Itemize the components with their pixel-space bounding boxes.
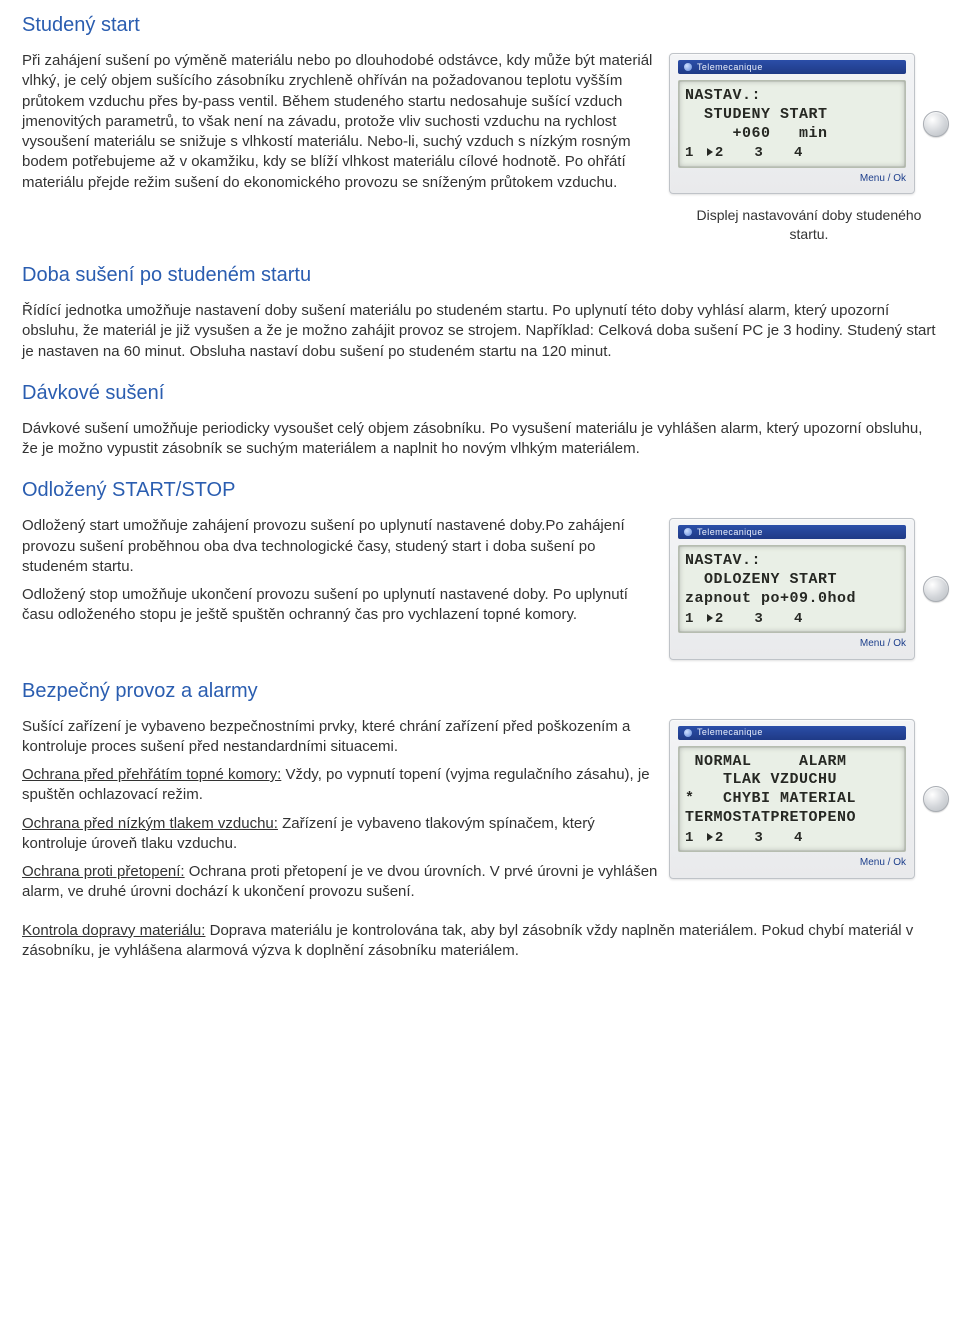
menu-ok-label: Menu / Ok (860, 172, 906, 186)
triangle-right-icon (707, 833, 713, 841)
menu-ok-label: Menu / Ok (860, 856, 906, 870)
lcd-line: NORMAL ALARM (685, 753, 899, 772)
p-davkove: Dávkové sušení umožňuje periodicky vysou… (22, 419, 938, 460)
brand-logo-icon (684, 63, 692, 71)
lcd-line: NASTAV.: (685, 87, 899, 106)
lcd-line: +060 min (685, 125, 899, 144)
lcd-line: zapnout po+09.0hod (685, 590, 899, 609)
brand-logo-icon (684, 729, 692, 737)
p-ochrana-2: Ochrana před nízkým tlakem vzduchu: Zaří… (22, 814, 662, 855)
p-doba-suseni: Řídící jednotka umožňuje nastavení doby … (22, 301, 938, 362)
p-ochrana-1: Ochrana před přehřátím topné komory: Vžd… (22, 765, 662, 806)
figure-bezpecny: Telemecanique NORMAL ALARM TLAK VZDUCHU … (680, 719, 938, 879)
brand-bar: Telemecanique (678, 60, 906, 74)
figure-studeny-start: Telemecanique NASTAV.: STUDENY START +06… (680, 53, 938, 244)
panel-menu-row: Menu / Ok (678, 637, 906, 651)
lcd-line: ODLOZENY START (685, 571, 899, 590)
lcd-line: STUDENY START (685, 106, 899, 125)
lcd-line: TERMOSTATPRETOPENO (685, 809, 899, 828)
rotary-knob-icon (923, 576, 949, 602)
panel-wrap: Telemecanique NORMAL ALARM TLAK VZDUCHU … (669, 719, 949, 879)
brand-label: Telemecanique (697, 726, 763, 738)
brand-logo-icon (684, 528, 692, 536)
p-odlozeny-2: Odložený stop umožňuje ukončení provozu … (22, 585, 662, 626)
lcd-panel: Telemecanique NASTAV.: ODLOZENY START za… (669, 518, 915, 659)
lcd-screen: NORMAL ALARM TLAK VZDUCHU * CHYBI MATERI… (678, 746, 906, 853)
triangle-right-icon (707, 614, 713, 622)
panel-wrap: Telemecanique NASTAV.: STUDENY START +06… (669, 53, 949, 194)
rotary-knob-icon (923, 786, 949, 812)
lcd-nav-row: 1 2 3 4 (685, 611, 899, 629)
col-text: Sušící zařízení je vybaveno bezpečnostní… (22, 717, 662, 911)
lcd-line: * CHYBI MATERIAL (685, 790, 899, 809)
lcd-nav-row: 1 2 3 4 (685, 830, 899, 848)
lcd-line: TLAK VZDUCHU (685, 771, 899, 790)
rotary-knob-icon (923, 111, 949, 137)
p-ochrana-3: Ochrana proti přetopení: Ochrana proti p… (22, 862, 662, 903)
heading-davkove: Dávkové sušení (22, 380, 938, 407)
label-kontrola-dopravy: Kontrola dopravy materiálu: (22, 922, 205, 939)
p-odlozeny-1: Odložený start umožňuje zahájení provozu… (22, 516, 662, 577)
row-odlozeny: Odložený start umožňuje zahájení provozu… (22, 516, 938, 659)
triangle-right-icon (707, 148, 713, 156)
p-ochrana-4: Kontrola dopravy materiálu: Doprava mate… (22, 921, 938, 962)
brand-bar: Telemecanique (678, 726, 906, 740)
lcd-nav-row: 1 2 3 4 (685, 145, 899, 163)
figure-caption: Displej nastavování doby studeného start… (680, 206, 938, 244)
heading-odlozeny: Odložený START/STOP (22, 477, 938, 504)
lcd-screen: NASTAV.: ODLOZENY START zapnout po+09.0h… (678, 545, 906, 633)
panel-menu-row: Menu / Ok (678, 856, 906, 870)
lcd-panel: Telemecanique NORMAL ALARM TLAK VZDUCHU … (669, 719, 915, 879)
col-text: Při zahájení sušení po výměně materiálu … (22, 51, 662, 201)
lcd-screen: NASTAV.: STUDENY START +060 min 1 2 3 4 (678, 80, 906, 168)
row-bezpecny: Sušící zařízení je vybaveno bezpečnostní… (22, 717, 938, 911)
row-studeny-start: Při zahájení sušení po výměně materiálu … (22, 51, 938, 244)
label-ochrana-tlak: Ochrana před nízkým tlakem vzduchu: (22, 815, 278, 832)
panel-wrap: Telemecanique NASTAV.: ODLOZENY START za… (669, 518, 949, 659)
heading-bezpecny: Bezpečný provoz a alarmy (22, 678, 938, 705)
label-ochrana-pretopeni: Ochrana proti přetopení: (22, 863, 185, 880)
heading-studeny-start: Studený start (22, 12, 938, 39)
panel-menu-row: Menu / Ok (678, 172, 906, 186)
figure-odlozeny: Telemecanique NASTAV.: ODLOZENY START za… (680, 518, 938, 659)
lcd-panel: Telemecanique NASTAV.: STUDENY START +06… (669, 53, 915, 194)
menu-ok-label: Menu / Ok (860, 637, 906, 651)
brand-bar: Telemecanique (678, 525, 906, 539)
brand-label: Telemecanique (697, 526, 763, 538)
brand-label: Telemecanique (697, 61, 763, 73)
lcd-line: NASTAV.: (685, 552, 899, 571)
label-ochrana-prehrati: Ochrana před přehřátím topné komory: (22, 766, 281, 783)
p-studeny-start: Při zahájení sušení po výměně materiálu … (22, 51, 662, 193)
heading-doba-suseni: Doba sušení po studeném startu (22, 262, 938, 289)
p-bezpecny-intro: Sušící zařízení je vybaveno bezpečnostní… (22, 717, 662, 758)
col-text: Odložený start umožňuje zahájení provozu… (22, 516, 662, 633)
